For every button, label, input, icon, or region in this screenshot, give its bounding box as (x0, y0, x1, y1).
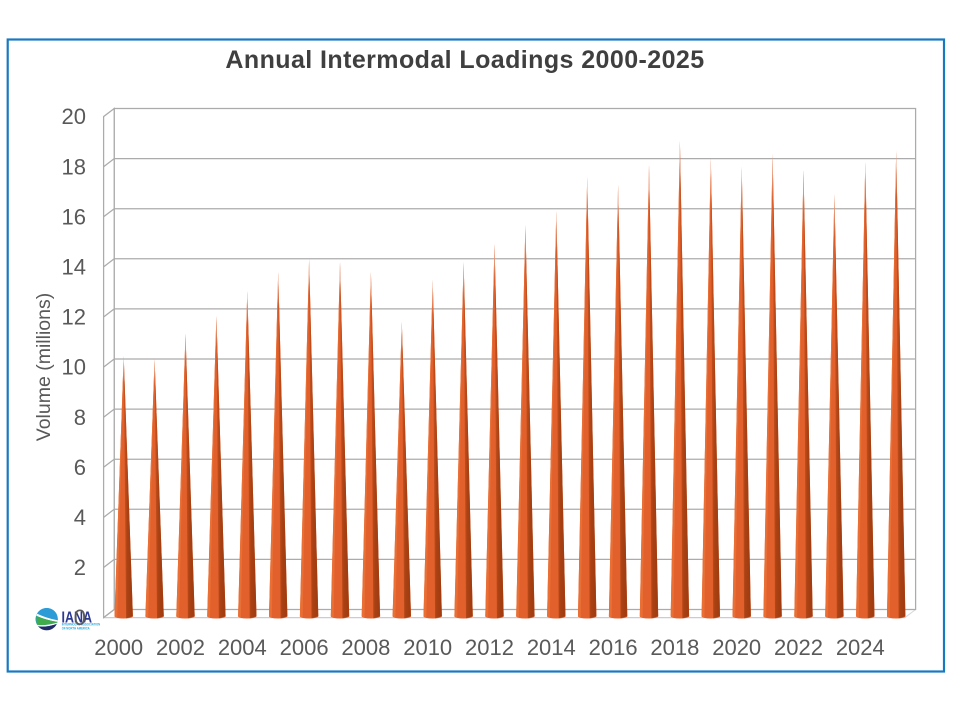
svg-text:OF NORTH AMERICA: OF NORTH AMERICA (62, 627, 90, 631)
svg-text:6: 6 (74, 455, 86, 480)
svg-text:20: 20 (62, 104, 86, 129)
svg-text:2014: 2014 (527, 635, 576, 660)
svg-text:2: 2 (74, 555, 86, 580)
svg-text:12: 12 (62, 305, 86, 330)
svg-text:2008: 2008 (341, 635, 390, 660)
svg-text:10: 10 (62, 355, 86, 380)
svg-text:Volume (millions): Volume (millions) (33, 293, 55, 441)
svg-text:2002: 2002 (156, 635, 205, 660)
svg-text:INTERMODAL ASSOCIATION: INTERMODAL ASSOCIATION (62, 622, 101, 626)
svg-text:18: 18 (62, 154, 86, 179)
svg-text:2010: 2010 (403, 635, 452, 660)
svg-text:2004: 2004 (218, 635, 267, 660)
svg-text:2000: 2000 (94, 635, 143, 660)
svg-text:2016: 2016 (589, 635, 638, 660)
svg-text:2006: 2006 (280, 635, 329, 660)
svg-text:2020: 2020 (712, 635, 761, 660)
svg-text:Annual Intermodal Loadings 200: Annual Intermodal Loadings 2000-2025 (225, 46, 704, 74)
svg-text:14: 14 (62, 255, 86, 280)
svg-text:2012: 2012 (465, 635, 514, 660)
svg-text:4: 4 (74, 505, 86, 530)
svg-text:8: 8 (74, 405, 86, 430)
svg-text:16: 16 (62, 204, 86, 229)
svg-text:2018: 2018 (650, 635, 699, 660)
svg-text:IANA: IANA (62, 609, 93, 626)
svg-text:2022: 2022 (774, 635, 823, 660)
svg-text:0: 0 (74, 605, 86, 630)
svg-text:2024: 2024 (836, 635, 885, 660)
